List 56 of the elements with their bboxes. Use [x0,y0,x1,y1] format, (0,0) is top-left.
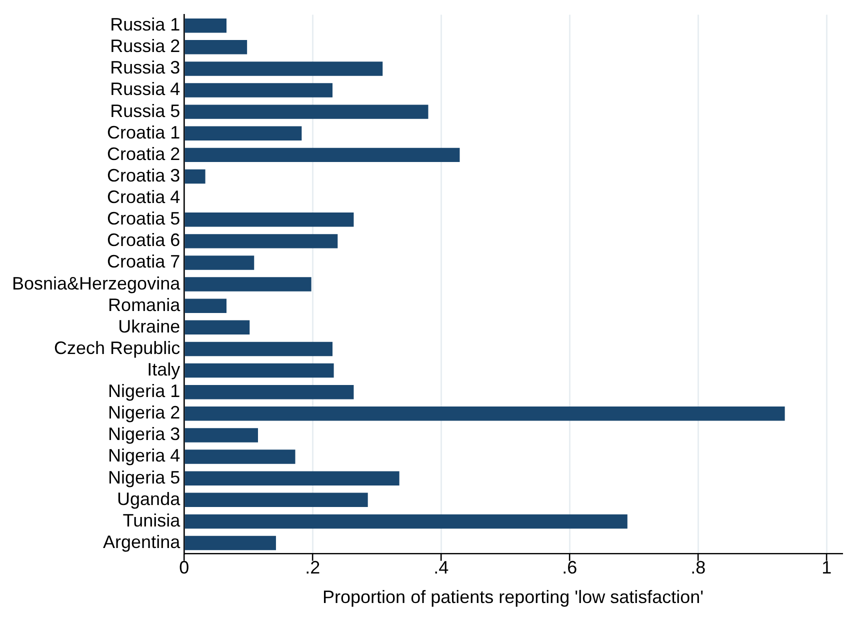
bar [184,256,254,270]
x-tick-label: .2 [305,558,320,578]
bar [184,18,227,33]
bar [184,320,250,335]
x-tick-label: .8 [690,558,706,578]
x-tick-label: 0 [179,558,190,578]
x-tick-label: .4 [434,558,449,578]
y-tick-label: Croatia 6 [107,230,180,250]
y-tick-label: Russia 3 [110,58,180,78]
bar [184,514,628,529]
bar [184,342,333,356]
bar [184,384,354,400]
y-tick-label: Russia 1 [110,14,180,35]
bar [184,62,383,76]
bar [184,83,333,98]
y-tick-label: Nigeria 1 [108,381,180,402]
y-tick-label: Ukraine [118,316,180,336]
y-tick-label: Argentina [103,532,182,552]
y-tick-label: Croatia 2 [107,144,180,164]
bar [184,363,334,378]
y-tick-label: Nigeria 5 [108,467,180,488]
y-tick-label: Russia 4 [110,79,180,100]
y-tick-label: Czech Republic [54,338,180,358]
bar [184,126,302,140]
bar [184,234,338,248]
bar [184,104,428,119]
bar [184,406,785,421]
y-tick-label: Uganda [117,488,182,509]
bar [184,536,276,550]
bar [184,148,460,162]
y-tick-label: Croatia 5 [107,208,180,229]
bar [184,277,312,292]
y-tick-label: Russia 2 [110,36,180,56]
bar [184,492,368,508]
y-tick-label: Croatia 1 [107,122,180,142]
x-tick-label: .6 [562,558,578,578]
bar [184,40,248,54]
y-tick-label: Romania [108,294,182,315]
y-tick-label: Tunisia [122,510,182,530]
bar [184,169,206,184]
y-tick-label: Russia 5 [110,100,180,121]
y-tick-label: Bosnia&Herzegovina [12,273,182,294]
y-tick-label: Italy [147,360,180,380]
x-tick-label: 1 [822,558,832,578]
y-tick-label: Nigeria 3 [108,424,180,444]
y-tick-label: Croatia 4 [107,187,180,208]
bar [184,298,227,313]
bar [184,212,354,227]
y-tick-label: Croatia 7 [107,252,180,272]
y-tick-label: Nigeria 4 [108,446,180,466]
x-axis-title: Proportion of patients reporting 'low satisfaction' [322,587,704,608]
bar [184,471,400,486]
y-tick-label: Croatia 3 [107,165,180,186]
y-tick-label: Nigeria 2 [108,402,180,423]
bar [184,450,296,464]
bar [184,428,258,442]
